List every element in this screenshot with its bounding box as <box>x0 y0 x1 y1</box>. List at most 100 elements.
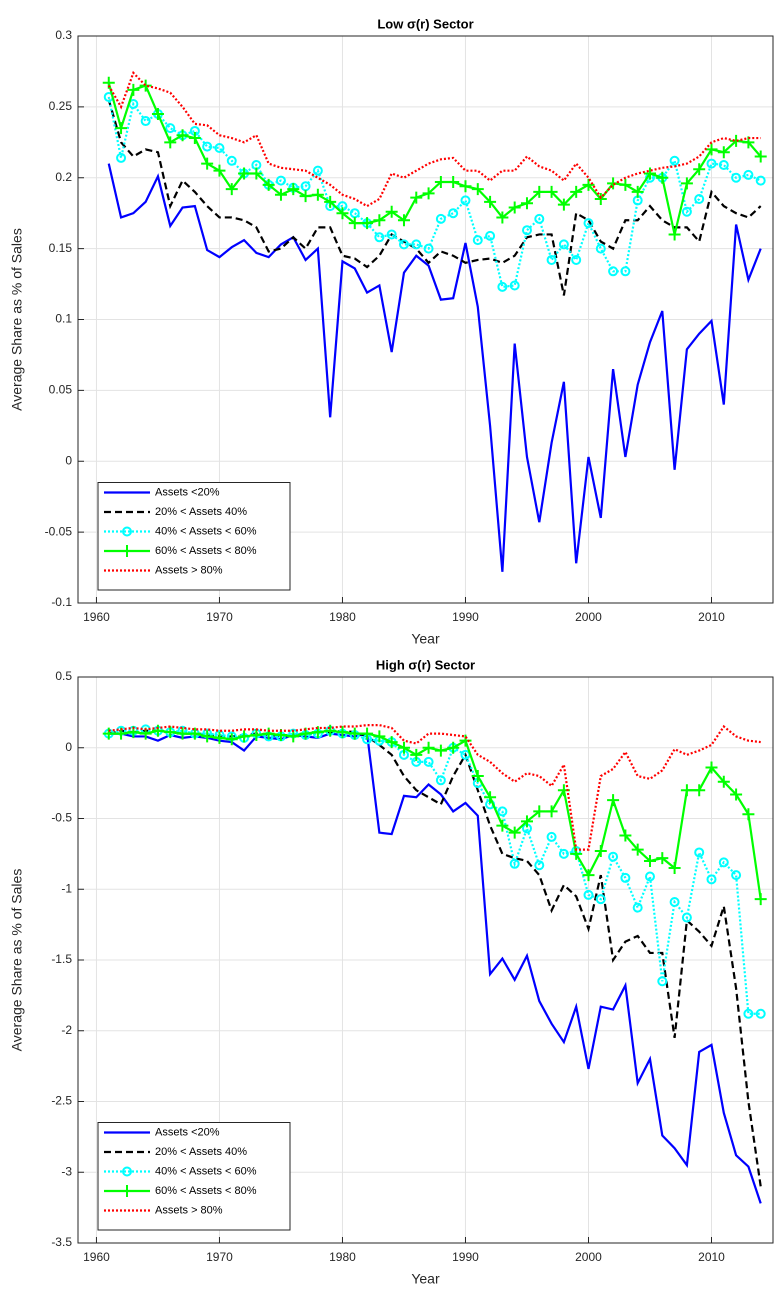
marker <box>188 727 201 740</box>
x-axis-label: Year <box>411 1271 440 1287</box>
marker <box>558 239 569 250</box>
marker <box>607 794 620 807</box>
marker <box>410 191 423 204</box>
marker <box>755 175 766 186</box>
series <box>107 70 761 208</box>
legend-label: 40% < Assets < 60% <box>155 1165 257 1177</box>
marker <box>521 225 532 236</box>
marker <box>176 129 189 142</box>
marker <box>422 187 435 200</box>
axes-box <box>77 676 774 1244</box>
marker <box>509 858 520 869</box>
marker <box>706 158 717 169</box>
series <box>108 732 762 1204</box>
marker <box>434 744 447 757</box>
series <box>107 163 762 572</box>
legend-label: 60% < Assets < 80% <box>155 1185 257 1197</box>
marker <box>705 143 718 156</box>
marker <box>631 843 644 856</box>
marker <box>176 727 189 740</box>
x-tick-label: 1960 <box>83 610 110 624</box>
marker <box>632 902 643 913</box>
series-line <box>107 70 761 208</box>
marker <box>582 178 595 191</box>
marker <box>755 1008 766 1019</box>
marker <box>226 155 237 166</box>
legend-label: 60% < Assets < 80% <box>155 545 257 557</box>
marker <box>312 165 323 176</box>
marker <box>250 167 263 180</box>
series-line <box>108 732 762 1204</box>
marker <box>484 791 497 804</box>
marker <box>459 180 472 193</box>
marker <box>496 211 509 224</box>
y-tick-label: -0.1 <box>51 595 72 609</box>
marker <box>121 1185 133 1197</box>
marker <box>656 171 669 184</box>
marker <box>694 194 705 205</box>
marker <box>373 214 386 227</box>
y-tick-label: 0.3 <box>55 28 72 42</box>
y-tick-label: -3.5 <box>51 1235 72 1249</box>
marker <box>620 266 631 277</box>
y-tick-label: -0.05 <box>45 524 73 538</box>
marker <box>102 727 115 740</box>
marker <box>484 195 497 208</box>
marker <box>151 107 164 120</box>
marker <box>608 266 619 277</box>
series <box>107 99 762 296</box>
marker <box>595 894 606 905</box>
x-axis-label: Year <box>411 631 440 647</box>
marker <box>607 177 620 190</box>
marker <box>668 228 681 241</box>
marker <box>410 748 423 761</box>
marker <box>214 142 225 153</box>
marker <box>583 218 594 229</box>
series-line <box>108 729 762 1187</box>
marker <box>497 806 508 817</box>
x-tick-label: 1990 <box>452 1250 479 1264</box>
marker <box>374 232 385 243</box>
marker <box>299 190 312 203</box>
marker <box>225 733 238 746</box>
marker <box>534 860 545 871</box>
marker <box>570 185 583 198</box>
marker <box>386 229 397 240</box>
marker <box>275 175 286 186</box>
marker <box>545 185 558 198</box>
marker <box>435 213 446 224</box>
series-line <box>108 728 761 1015</box>
marker <box>471 770 484 783</box>
marker <box>644 871 655 882</box>
marker <box>742 808 755 821</box>
legend-box <box>97 482 291 591</box>
marker <box>225 183 238 196</box>
marker <box>669 896 680 907</box>
chart-title: High σ(r) Sector <box>376 657 475 672</box>
marker <box>127 83 140 96</box>
legend-label: Assets > 80% <box>155 1204 223 1216</box>
marker <box>595 243 606 254</box>
y-tick-label: -2.5 <box>51 1094 72 1108</box>
marker <box>657 976 668 987</box>
marker <box>434 176 447 189</box>
marker <box>348 217 361 230</box>
x-tick-label: 1980 <box>329 610 356 624</box>
marker <box>238 167 251 180</box>
marker <box>324 195 337 208</box>
y-tick-label: -0.5 <box>51 811 72 825</box>
series <box>102 724 767 906</box>
marker <box>520 197 533 210</box>
marker <box>213 164 226 177</box>
marker <box>619 829 632 842</box>
marker <box>201 730 214 743</box>
marker <box>447 176 460 189</box>
series <box>103 724 766 1019</box>
marker <box>631 185 644 198</box>
marker <box>164 136 177 149</box>
series <box>108 729 762 1187</box>
marker <box>743 169 754 180</box>
marker <box>262 178 275 191</box>
series-line <box>108 724 761 851</box>
marker <box>447 741 460 754</box>
